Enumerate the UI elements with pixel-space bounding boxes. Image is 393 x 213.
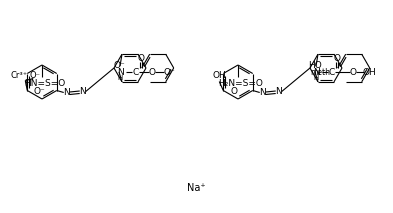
Text: C: C (329, 68, 335, 77)
Text: O: O (333, 54, 340, 63)
Text: Cr³⁺: Cr³⁺ (11, 71, 28, 80)
Text: N: N (117, 68, 123, 77)
Text: H₂N=S=O: H₂N=S=O (218, 79, 263, 88)
Text: H: H (313, 75, 319, 81)
Text: O: O (137, 54, 144, 63)
Text: O⁻: O⁻ (29, 71, 40, 80)
Text: O: O (231, 88, 237, 96)
Text: O: O (349, 68, 356, 77)
Text: N: N (275, 87, 282, 96)
Text: O⁻: O⁻ (163, 68, 175, 77)
Text: HO: HO (308, 61, 322, 70)
Text: O⁻: O⁻ (34, 88, 46, 96)
Text: N: N (312, 68, 320, 77)
Text: N: N (259, 88, 266, 97)
Text: Na⁺: Na⁺ (187, 183, 205, 193)
Text: N: N (63, 88, 70, 97)
Text: O: O (149, 68, 156, 77)
Text: O⁻: O⁻ (113, 61, 125, 70)
Text: meth: meth (310, 68, 330, 77)
Text: N: N (79, 87, 86, 96)
Text: OH: OH (362, 68, 376, 77)
Text: OH: OH (212, 71, 226, 80)
Text: C: C (133, 68, 139, 77)
Text: HN=S=O: HN=S=O (24, 79, 65, 88)
Text: H: H (118, 75, 123, 81)
